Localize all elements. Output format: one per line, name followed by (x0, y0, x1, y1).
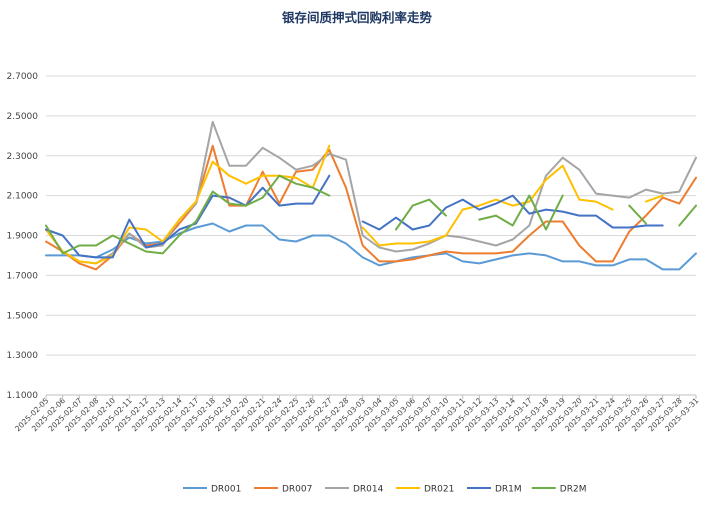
series-line (45, 174, 697, 255)
y-tick-label: 1.9000 (7, 232, 39, 242)
y-tick-label: 1.1000 (7, 391, 39, 401)
y-tick-label: 1.7000 (7, 271, 39, 281)
legend-item-dr007: DR007 (254, 485, 312, 495)
legend-item-dr021: DR021 (396, 485, 454, 495)
y-tick-label: 2.1000 (7, 192, 39, 202)
legend-label: DR2M (560, 485, 587, 495)
legend-item-dr001: DR001 (183, 485, 241, 495)
legend-item-dr1m: DR1M (467, 485, 522, 495)
x-axis-ticks: 2025-02-052025-02-062025-02-072025-02-08… (13, 395, 701, 433)
legend-item-dr2m: DR2M (531, 485, 587, 495)
legend-label: DR014 (353, 485, 384, 495)
legend-label: DR1M (495, 485, 522, 495)
y-tick-label: 2.7000 (7, 72, 39, 82)
legend-item-dr014: DR014 (325, 485, 384, 495)
series-lines (45, 120, 697, 271)
series-line (45, 222, 697, 271)
legend-label: DR021 (424, 485, 454, 495)
series-dr001 (45, 222, 697, 271)
series-dr1m (45, 174, 664, 259)
legend-label: DR001 (211, 485, 241, 495)
series-dr2m (45, 174, 697, 255)
y-tick-label: 1.5000 (7, 311, 39, 321)
y-tick-label: 2.3000 (7, 152, 39, 162)
legend-label: DR007 (282, 485, 312, 495)
series-line (45, 174, 664, 259)
chart-title: 银存间质押式回购利率走势 (282, 10, 433, 25)
legend: DR001 DR007 DR014 DR021 DR1M DR2M (183, 485, 586, 495)
y-tick-label: 1.3000 (7, 351, 39, 361)
y-axis-ticks: 1.1000 1.3000 1.5000 1.7000 1.9000 2.1000 2.30… (7, 72, 39, 401)
y-tick-label: 2.5000 (7, 112, 39, 122)
